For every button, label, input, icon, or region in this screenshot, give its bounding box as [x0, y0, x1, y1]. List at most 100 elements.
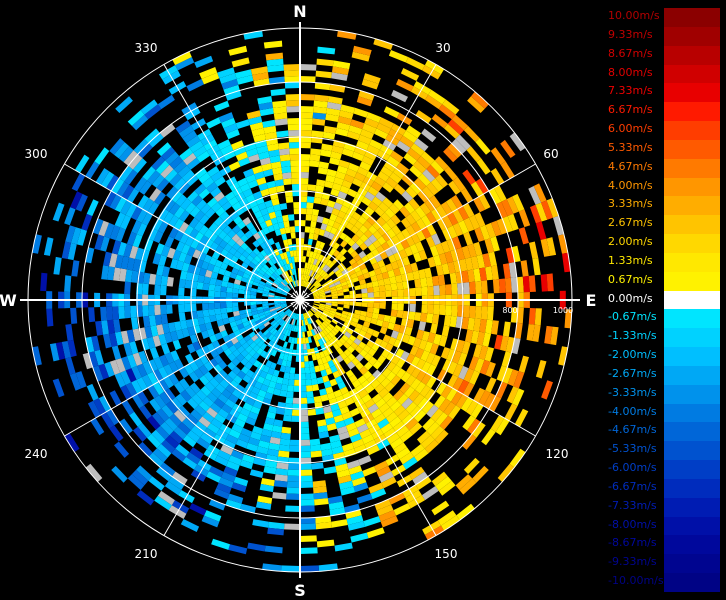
legend-entry: -9.33m/s — [604, 554, 722, 574]
legend-label: 6.67m/s — [608, 103, 653, 117]
bearing-label-330: 330 — [135, 41, 158, 55]
legend-swatch — [664, 384, 720, 404]
legend-entry: 4.00m/s — [604, 177, 722, 197]
legend-swatch — [664, 441, 720, 461]
legend-entry: -1.33m/s — [604, 328, 722, 348]
legend-entry: 0.67m/s — [604, 271, 722, 291]
bearing-label-300: 300 — [25, 147, 48, 161]
legend-entry: 5.33m/s — [604, 139, 722, 159]
legend-label: -10.00m/s — [608, 574, 664, 588]
radar-ppi-display[interactable]: N S W E 30 60 120 150 210 240 300 330 80… — [0, 0, 600, 600]
legend-label: 4.00m/s — [608, 178, 653, 192]
legend-label: 3.33m/s — [608, 197, 653, 211]
legend-label: 4.67m/s — [608, 159, 653, 173]
legend-entry: -4.67m/s — [604, 422, 722, 442]
legend-swatch — [664, 290, 720, 310]
spoke-120 — [306, 303, 536, 437]
legend-label: 0.00m/s — [608, 291, 653, 305]
bearing-label-240: 240 — [25, 447, 48, 461]
bearing-spokes — [64, 64, 536, 536]
legend-entry: 3.33m/s — [604, 196, 722, 216]
legend-swatch — [664, 196, 720, 216]
legend-swatch — [664, 8, 720, 27]
legend-swatch — [664, 535, 720, 555]
legend-label: -4.67m/s — [608, 423, 657, 437]
range-label-800: 800 — [502, 306, 517, 315]
legend-entry: -8.00m/s — [604, 516, 722, 536]
legend-swatch — [664, 497, 720, 517]
legend-swatch — [664, 573, 720, 592]
bearing-label-60: 60 — [543, 147, 558, 161]
legend-entry: 8.00m/s — [604, 64, 722, 84]
legend-entry: 10.00m/s — [604, 8, 722, 27]
legend-label: -4.00m/s — [608, 404, 657, 418]
legend-label: 1.33m/s — [608, 253, 653, 267]
legend-label: -5.33m/s — [608, 442, 657, 456]
legend-entry: -2.67m/s — [604, 365, 722, 385]
bearing-label-150: 150 — [435, 547, 458, 561]
legend-label: -9.33m/s — [608, 555, 657, 569]
spoke-330 — [163, 64, 297, 294]
legend-swatch — [664, 328, 720, 348]
legend-label: -6.00m/s — [608, 461, 657, 475]
legend-label: -2.00m/s — [608, 348, 657, 362]
legend-label: 10.00m/s — [608, 9, 660, 22]
legend-swatch — [664, 309, 720, 329]
spoke-240 — [64, 303, 294, 437]
legend-label: -3.33m/s — [608, 385, 657, 399]
legend-swatch — [664, 83, 720, 103]
spoke-300 — [64, 163, 294, 297]
legend-swatch — [664, 102, 720, 122]
velocity-color-legend: 10.00m/s 9.33m/s 8.67m/s 8.00m/s 7.33m/s 6.67… — [604, 8, 722, 592]
legend-swatch — [664, 177, 720, 197]
legend-swatch — [664, 460, 720, 479]
legend-swatch — [664, 554, 720, 574]
legend-swatch — [664, 234, 720, 253]
legend-label: 9.33m/s — [608, 27, 653, 41]
compass-west-label: W — [0, 291, 17, 310]
legend-label: -1.33m/s — [608, 329, 657, 343]
legend-entry: 2.67m/s — [604, 215, 722, 235]
spoke-30 — [303, 64, 437, 294]
legend-swatch — [664, 215, 720, 235]
legend-entry: -4.00m/s — [604, 403, 722, 423]
legend-entry: 1.33m/s — [604, 252, 722, 272]
spoke-60 — [306, 163, 536, 297]
bearing-label-210: 210 — [135, 547, 158, 561]
legend-entry: -5.33m/s — [604, 441, 722, 461]
legend-entry: 6.67m/s — [604, 102, 722, 122]
bearing-label-120: 120 — [546, 447, 569, 461]
legend-entry: -6.00m/s — [604, 460, 722, 479]
legend-label: 5.33m/s — [608, 140, 653, 154]
legend-swatch — [664, 252, 720, 272]
legend-swatch — [664, 422, 720, 442]
legend-label: -8.00m/s — [608, 517, 657, 531]
compass-south-label: S — [294, 581, 306, 600]
legend-entry: -6.67m/s — [604, 478, 722, 498]
legend-swatch — [664, 403, 720, 423]
legend-entry: 4.67m/s — [604, 158, 722, 178]
legend-swatch — [664, 45, 720, 65]
legend-label: 0.67m/s — [608, 272, 653, 286]
legend-swatch — [664, 64, 720, 84]
legend-swatch — [664, 26, 720, 46]
compass-east-label: E — [586, 291, 597, 310]
legend-entry: -3.33m/s — [604, 384, 722, 404]
legend-label: 2.00m/s — [608, 235, 653, 249]
legend-label: -8.67m/s — [608, 536, 657, 550]
legend-label: 8.67m/s — [608, 46, 653, 60]
legend-label: 2.67m/s — [608, 216, 653, 230]
legend-entry: 0.00m/s — [604, 290, 722, 310]
legend-entry: 7.33m/s — [604, 83, 722, 103]
legend-entry: 9.33m/s — [604, 26, 722, 46]
legend-entry: 2.00m/s — [604, 234, 722, 253]
legend-swatch — [664, 271, 720, 291]
legend-entry: 6.00m/s — [604, 121, 722, 140]
legend-swatch — [664, 478, 720, 498]
bearing-label-30: 30 — [435, 41, 450, 55]
legend-label: 6.00m/s — [608, 122, 653, 136]
legend-entry: -8.67m/s — [604, 535, 722, 555]
compass-north-label: N — [293, 2, 306, 21]
legend-entry: -0.67m/s — [604, 309, 722, 329]
legend-entry: -10.00m/s — [604, 573, 722, 592]
